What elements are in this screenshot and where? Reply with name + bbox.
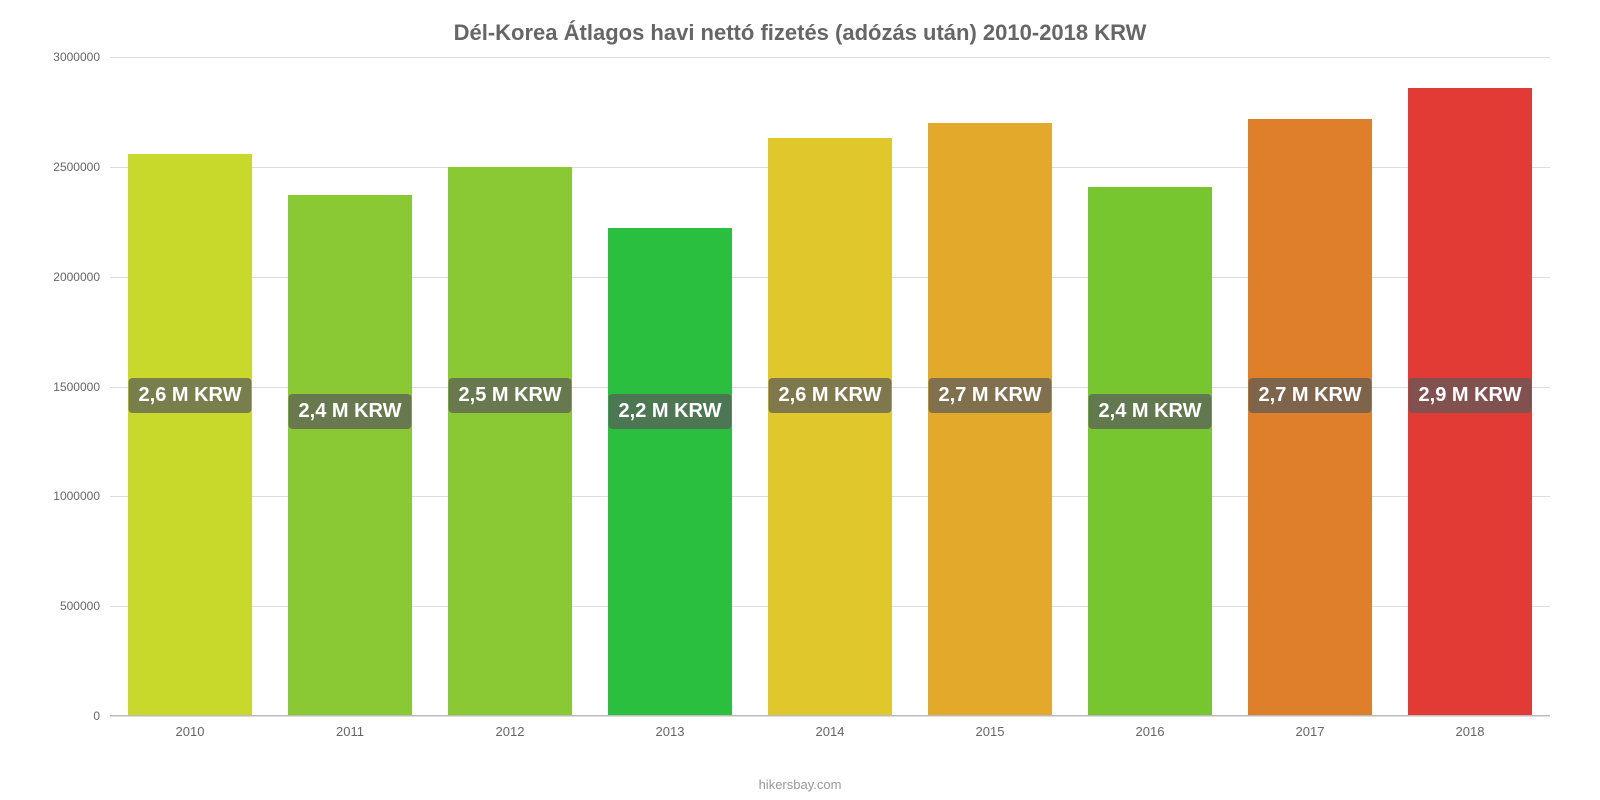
value-badge-2011: 2,4 M KRW: [289, 394, 412, 429]
bars-container: 20102,6 M KRW20112,4 M KRW20122,5 M KRW2…: [110, 57, 1550, 716]
x-tick-label: 2017: [1230, 716, 1390, 739]
bar-slot: 20162,4 M KRW: [1070, 57, 1230, 716]
plot-area: 0500000100000015000002000000250000030000…: [110, 56, 1550, 716]
x-tick-label: 2010: [110, 716, 270, 739]
x-tick-label: 2015: [910, 716, 1070, 739]
chart-title: Dél-Korea Átlagos havi nettó fizetés (ad…: [30, 20, 1570, 46]
value-badge-2010: 2,6 M KRW: [129, 378, 252, 413]
x-axis-line: [110, 715, 1550, 716]
x-tick-label: 2011: [270, 716, 430, 739]
bar-slot: 20182,9 M KRW: [1390, 57, 1550, 716]
x-tick-label: 2012: [430, 716, 590, 739]
x-tick-label: 2018: [1390, 716, 1550, 739]
x-tick-label: 2014: [750, 716, 910, 739]
salary-chart: Dél-Korea Átlagos havi nettó fizetés (ad…: [0, 0, 1600, 800]
bar-slot: 20172,7 M KRW: [1230, 57, 1390, 716]
bar-slot: 20142,6 M KRW: [750, 57, 910, 716]
bar-slot: 20132,2 M KRW: [590, 57, 750, 716]
bar-slot: 20152,7 M KRW: [910, 57, 1070, 716]
value-badge-2014: 2,6 M KRW: [769, 378, 892, 413]
value-badge-2017: 2,7 M KRW: [1249, 378, 1372, 413]
y-tick-label: 2000000: [30, 270, 100, 284]
bar-2017: [1248, 119, 1373, 716]
bar-slot: 20102,6 M KRW: [110, 57, 270, 716]
bar-slot: 20122,5 M KRW: [430, 57, 590, 716]
y-tick-label: 2500000: [30, 160, 100, 174]
value-badge-2012: 2,5 M KRW: [449, 378, 572, 413]
bar-2011: [288, 195, 413, 716]
bar-slot: 20112,4 M KRW: [270, 57, 430, 716]
y-tick-label: 1000000: [30, 489, 100, 503]
value-badge-2016: 2,4 M KRW: [1089, 394, 1212, 429]
bar-2013: [608, 228, 733, 716]
bar-2014: [768, 138, 893, 716]
bar-2016: [1088, 187, 1213, 716]
y-tick-label: 1500000: [30, 380, 100, 394]
value-badge-2015: 2,7 M KRW: [929, 378, 1052, 413]
bar-2015: [928, 123, 1053, 716]
y-tick-label: 500000: [30, 599, 100, 613]
x-tick-label: 2016: [1070, 716, 1230, 739]
bar-2012: [448, 167, 573, 716]
y-tick-label: 3000000: [30, 50, 100, 64]
value-badge-2018: 2,9 M KRW: [1409, 378, 1532, 413]
value-badge-2013: 2,2 M KRW: [609, 394, 732, 429]
bar-2010: [128, 154, 253, 716]
y-tick-label: 0: [30, 709, 100, 723]
x-tick-label: 2013: [590, 716, 750, 739]
chart-credit: hikersbay.com: [0, 777, 1600, 792]
